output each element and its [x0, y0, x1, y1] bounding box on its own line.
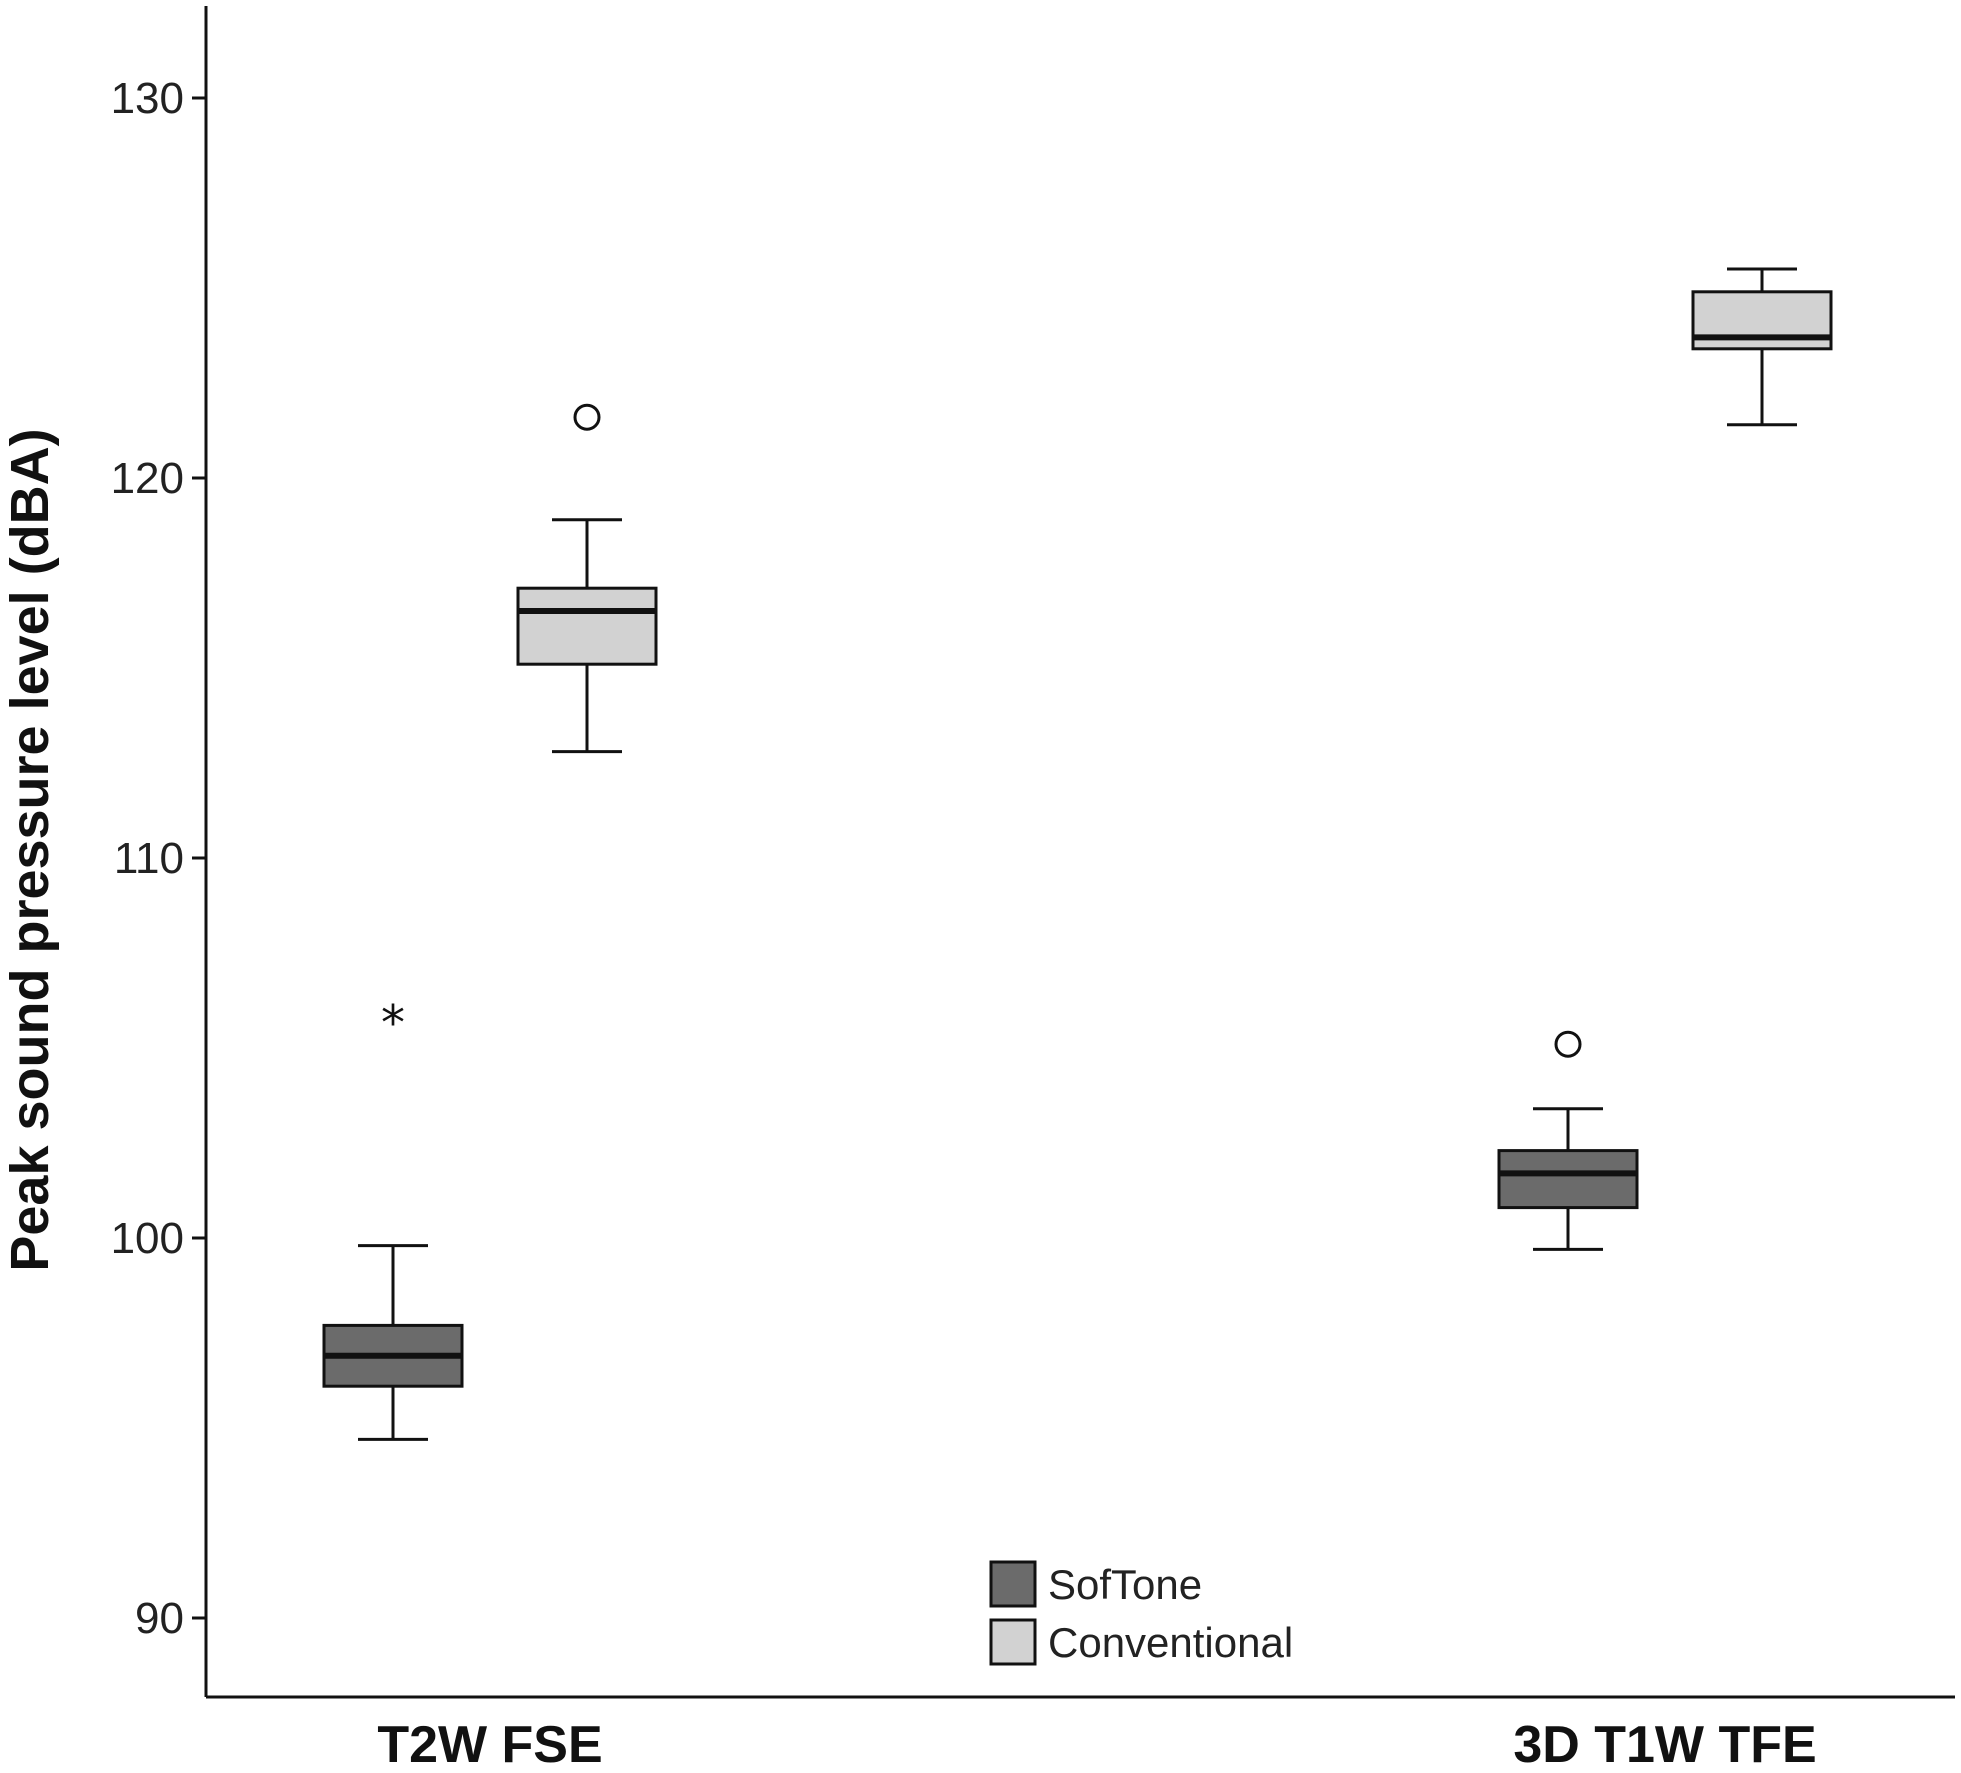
legend: SofTone Conventional [989, 1560, 1293, 1666]
box-conventional-1 [1691, 267, 1833, 427]
outlier-circle [1554, 1030, 1582, 1058]
legend-swatch [989, 1618, 1037, 1666]
legend-label: SofTone [1048, 1561, 1202, 1608]
box-conventional-0 [516, 403, 658, 754]
y-tick-label: 120 [111, 454, 184, 503]
box-softone-0: * [322, 996, 464, 1441]
box-softone-1 [1497, 1030, 1639, 1251]
x-category-labels: T2W FSE 3D T1W TFE [377, 1716, 1816, 1773]
y-tick-label: 100 [111, 1214, 184, 1263]
y-tick-label: 130 [111, 74, 184, 123]
x-category-label: T2W FSE [377, 1716, 602, 1773]
x-category-label: 3D T1W TFE [1513, 1716, 1816, 1773]
y-ticks: 90 100 110 120 130 [111, 74, 206, 1643]
outlier-circle [573, 403, 601, 431]
y-axis-title: Peak sound pressure level (dBA) [0, 428, 60, 1271]
legend-swatch [989, 1560, 1037, 1608]
box-iqr [1497, 1149, 1639, 1210]
outlier-star: * [381, 996, 405, 1052]
legend-label: Conventional [1048, 1619, 1293, 1666]
box-iqr [516, 586, 658, 666]
y-tick-label: 110 [114, 834, 184, 883]
y-tick-label: 90 [135, 1594, 184, 1643]
boxes: * [322, 267, 1833, 1441]
